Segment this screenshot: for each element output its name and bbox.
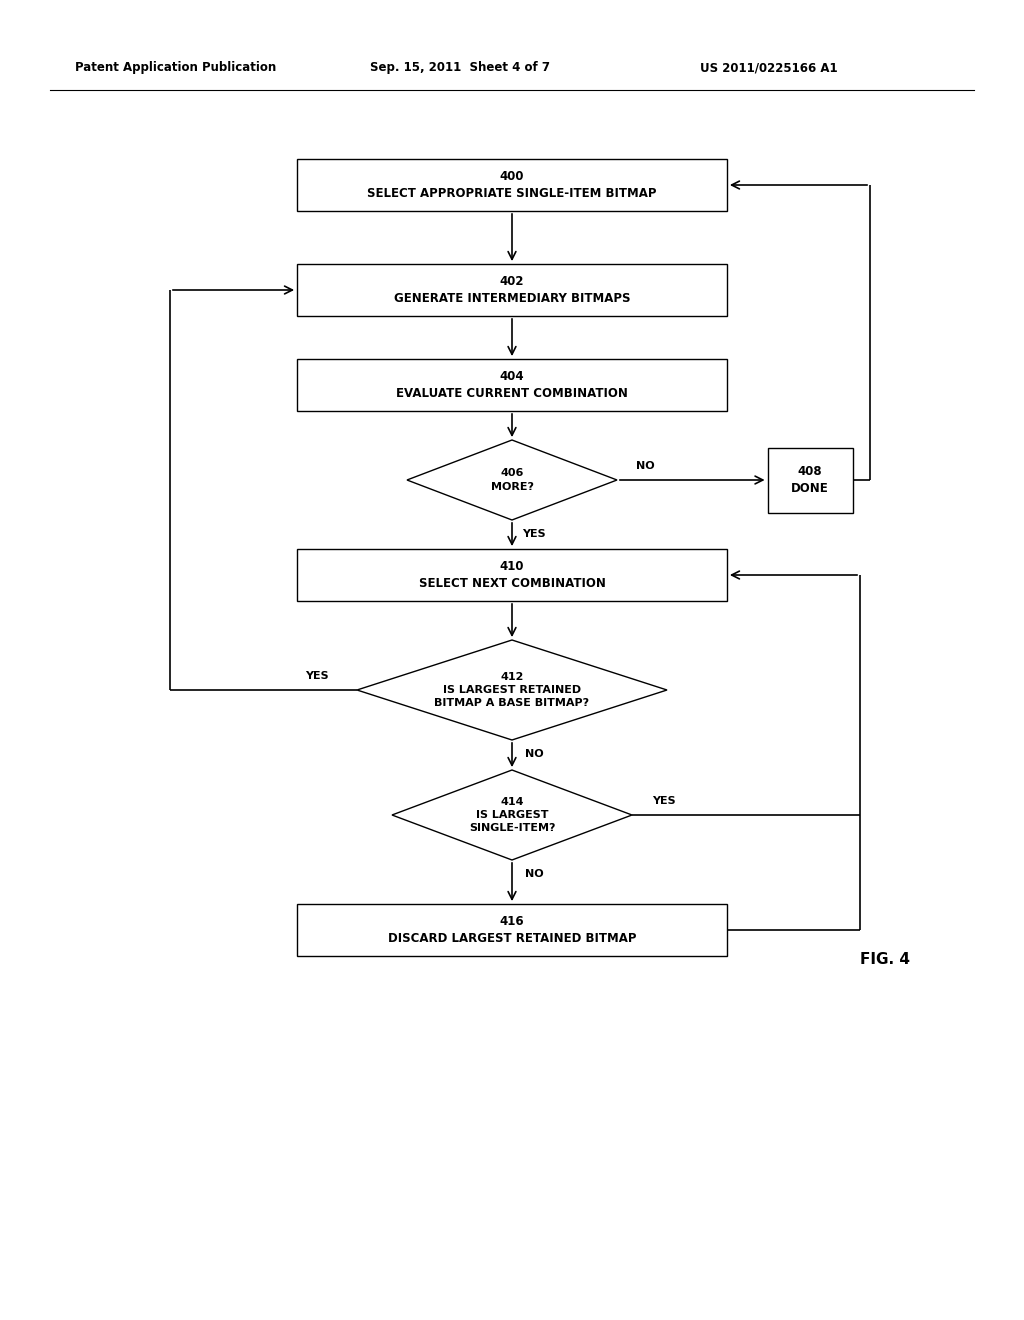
Bar [297, 264, 727, 315]
Bar [297, 904, 727, 956]
Text: NO: NO [524, 869, 544, 879]
Polygon shape [407, 440, 617, 520]
Text: 410
SELECT NEXT COMBINATION: 410 SELECT NEXT COMBINATION [419, 560, 605, 590]
Bar [297, 549, 727, 601]
Text: Sep. 15, 2011  Sheet 4 of 7: Sep. 15, 2011 Sheet 4 of 7 [370, 62, 550, 74]
Text: 400
SELECT APPROPRIATE SINGLE-ITEM BITMAP: 400 SELECT APPROPRIATE SINGLE-ITEM BITMA… [368, 170, 656, 201]
Polygon shape [392, 770, 632, 861]
Text: YES: YES [522, 529, 546, 539]
Bar [768, 447, 853, 512]
Text: YES: YES [305, 671, 329, 681]
Text: 402
GENERATE INTERMEDIARY BITMAPS: 402 GENERATE INTERMEDIARY BITMAPS [394, 275, 630, 305]
Text: 404
EVALUATE CURRENT COMBINATION: 404 EVALUATE CURRENT COMBINATION [396, 370, 628, 400]
Text: NO: NO [636, 461, 654, 471]
Text: 406
MORE?: 406 MORE? [490, 469, 534, 491]
Text: 412
IS LARGEST RETAINED
BITMAP A BASE BITMAP?: 412 IS LARGEST RETAINED BITMAP A BASE BI… [434, 672, 590, 709]
Text: 408
DONE: 408 DONE [792, 465, 828, 495]
Polygon shape [357, 640, 667, 741]
Text: NO: NO [524, 748, 544, 759]
Text: Patent Application Publication: Patent Application Publication [75, 62, 276, 74]
Bar [297, 359, 727, 411]
Text: FIG. 4: FIG. 4 [860, 953, 910, 968]
Text: YES: YES [652, 796, 676, 807]
Bar [297, 158, 727, 211]
Text: 416
DISCARD LARGEST RETAINED BITMAP: 416 DISCARD LARGEST RETAINED BITMAP [388, 915, 636, 945]
Text: US 2011/0225166 A1: US 2011/0225166 A1 [700, 62, 838, 74]
Text: 414
IS LARGEST
SINGLE-ITEM?: 414 IS LARGEST SINGLE-ITEM? [469, 797, 555, 833]
